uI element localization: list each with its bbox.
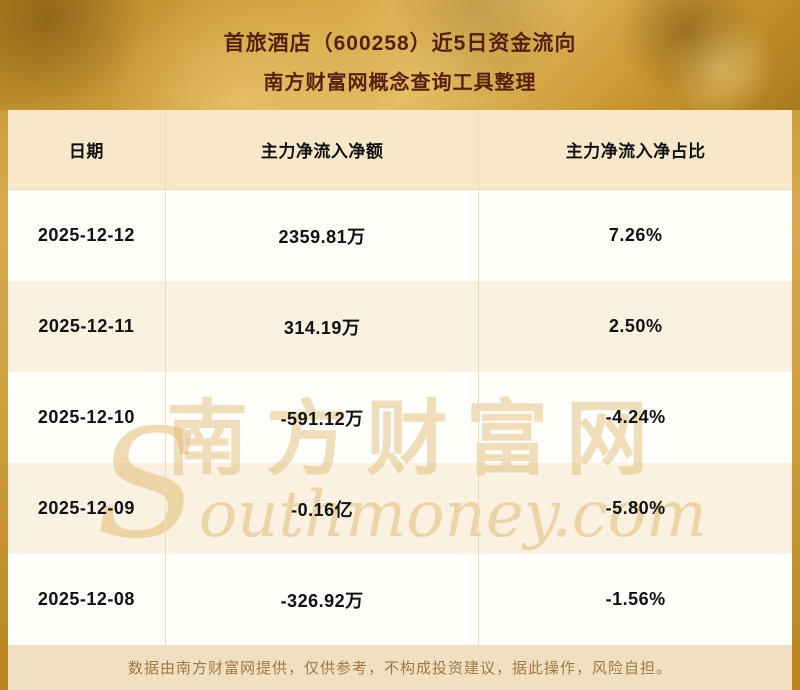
col-header-amount-label: 主力净流入净额	[260, 142, 384, 161]
ratio-cell: 2.50%	[478, 281, 792, 372]
amount-cell: 314.19万	[164, 281, 479, 372]
page-title: 首旅酒店（600258）近5日资金流向	[223, 32, 577, 55]
date-value: 2025-12-08	[37, 589, 135, 609]
ratio-cell: -1.56%	[478, 554, 792, 645]
amount-value: -0.16亿	[291, 499, 354, 520]
amount-value: -326.92万	[280, 590, 364, 611]
table-row: 2025-12-12 2359.81万 7.26%	[8, 190, 792, 281]
date-value: 2025-12-11	[38, 316, 135, 336]
date-cell: 2025-12-10	[8, 372, 165, 463]
amount-cell: -0.16亿	[164, 463, 479, 554]
ratio-value: -1.56%	[605, 589, 666, 609]
col-header-ratio-label: 主力净流入净占比	[565, 142, 706, 161]
amount-cell: -591.12万	[164, 372, 479, 463]
table-row: 2025-12-08 -326.92万 -1.56%	[8, 554, 792, 645]
header-banner: 首旅酒店（600258）近5日资金流向 南方财富网概念查询工具整理	[0, 0, 800, 110]
date-value: 2025-12-12	[37, 225, 135, 245]
col-header-date-label: 日期	[68, 142, 104, 161]
date-cell: 2025-12-09	[8, 463, 165, 554]
ratio-value: -5.80%	[605, 498, 666, 518]
table-header-row: 日期 主力净流入净额 主力净流入净占比	[8, 110, 792, 190]
fund-flow-table: 南方财富网 Southmoney.com 日期 主力净流入净额 主力净流入净占比…	[8, 110, 792, 645]
amount-value: 2359.81万	[278, 226, 366, 247]
ratio-value: 7.26%	[608, 225, 663, 245]
table-row: 2025-12-11 314.19万 2.50%	[8, 281, 792, 372]
page-subtitle: 南方财富网概念查询工具整理	[263, 72, 537, 94]
amount-value: 314.19万	[283, 317, 361, 338]
footer: 数据由南方财富网提供，仅供参考，不构成投资建议，据此操作，风险自担。	[8, 645, 792, 690]
date-cell: 2025-12-08	[8, 554, 165, 645]
table-row: 2025-12-09 -0.16亿 -5.80%	[8, 463, 792, 554]
ratio-cell: -4.24%	[478, 372, 792, 463]
amount-cell: -326.92万	[164, 554, 479, 645]
amount-value: -591.12万	[280, 408, 364, 429]
col-header-ratio: 主力净流入净占比	[478, 110, 792, 189]
table-row: 2025-12-10 -591.12万 -4.24%	[8, 372, 792, 463]
ratio-cell: -5.80%	[478, 463, 792, 554]
date-cell: 2025-12-12	[8, 190, 165, 281]
date-cell: 2025-12-11	[8, 281, 165, 372]
col-header-date: 日期	[8, 110, 165, 189]
ratio-cell: 7.26%	[478, 190, 792, 281]
amount-cell: 2359.81万	[164, 190, 479, 281]
ratio-value: 2.50%	[608, 316, 663, 336]
date-value: 2025-12-09	[37, 498, 135, 518]
disclaimer-text: 数据由南方财富网提供，仅供参考，不构成投资建议，据此操作，风险自担。	[127, 660, 672, 677]
col-header-amount: 主力净流入净额	[164, 110, 479, 189]
ratio-value: -4.24%	[605, 407, 666, 427]
date-value: 2025-12-10	[37, 407, 135, 427]
